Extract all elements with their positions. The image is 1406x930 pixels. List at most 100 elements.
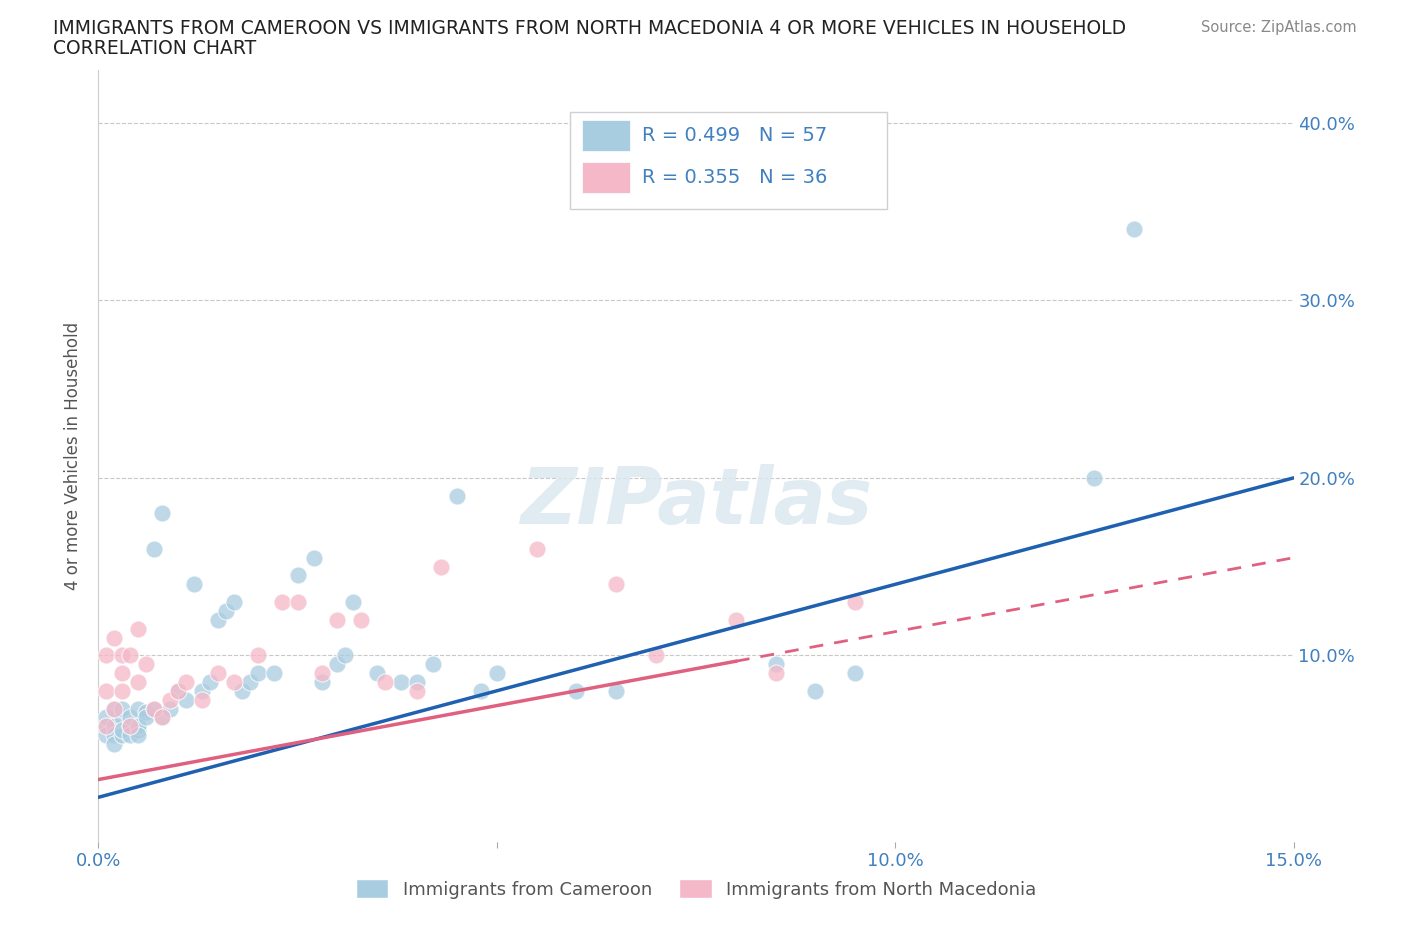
Point bbox=[111, 648, 134, 663]
Point bbox=[103, 737, 125, 751]
Point bbox=[231, 684, 253, 698]
Point bbox=[111, 666, 134, 681]
Legend: Immigrants from Cameroon, Immigrants from North Macedonia: Immigrants from Cameroon, Immigrants fro… bbox=[349, 872, 1043, 906]
Point bbox=[103, 719, 125, 734]
Point bbox=[127, 674, 149, 689]
Point bbox=[150, 506, 173, 521]
Point bbox=[103, 631, 125, 645]
Point bbox=[765, 657, 787, 671]
Point bbox=[127, 701, 149, 716]
FancyBboxPatch shape bbox=[571, 113, 887, 208]
Point bbox=[724, 612, 747, 627]
Point bbox=[645, 648, 668, 663]
FancyBboxPatch shape bbox=[582, 163, 630, 193]
Point bbox=[198, 674, 221, 689]
Point bbox=[311, 666, 333, 681]
Point bbox=[191, 692, 214, 707]
Point bbox=[239, 674, 262, 689]
Point bbox=[150, 710, 173, 724]
Point bbox=[135, 657, 157, 671]
Point bbox=[103, 701, 125, 716]
Point bbox=[302, 551, 325, 565]
Point bbox=[96, 710, 118, 724]
Point bbox=[430, 559, 453, 574]
Point bbox=[174, 692, 197, 707]
Point bbox=[246, 648, 269, 663]
Point bbox=[191, 684, 214, 698]
Point bbox=[1083, 471, 1105, 485]
Point bbox=[167, 684, 190, 698]
Point bbox=[215, 604, 238, 618]
Point bbox=[120, 728, 142, 743]
Point bbox=[246, 666, 269, 681]
Text: Source: ZipAtlas.com: Source: ZipAtlas.com bbox=[1201, 20, 1357, 35]
Point bbox=[470, 684, 492, 698]
Point bbox=[287, 594, 309, 609]
Point bbox=[96, 728, 118, 743]
Point bbox=[389, 674, 412, 689]
Point bbox=[1123, 222, 1146, 237]
Point bbox=[120, 648, 142, 663]
Point bbox=[143, 701, 166, 716]
Point bbox=[127, 621, 149, 636]
FancyBboxPatch shape bbox=[582, 120, 630, 151]
Point bbox=[120, 719, 142, 734]
Point bbox=[374, 674, 396, 689]
Point bbox=[605, 684, 627, 698]
Point bbox=[135, 705, 157, 720]
Point bbox=[222, 594, 245, 609]
Point bbox=[96, 648, 118, 663]
Point bbox=[96, 719, 118, 734]
Point bbox=[446, 488, 468, 503]
Point bbox=[143, 541, 166, 556]
Point bbox=[111, 728, 134, 743]
Point bbox=[96, 684, 118, 698]
Point bbox=[565, 684, 588, 698]
Point bbox=[350, 612, 373, 627]
Point bbox=[406, 674, 429, 689]
Point bbox=[326, 657, 349, 671]
Point bbox=[804, 684, 827, 698]
Point bbox=[183, 577, 205, 591]
Point bbox=[135, 710, 157, 724]
Point bbox=[287, 568, 309, 583]
Y-axis label: 4 or more Vehicles in Household: 4 or more Vehicles in Household bbox=[65, 322, 83, 590]
Point bbox=[844, 594, 866, 609]
Point bbox=[366, 666, 388, 681]
Point bbox=[111, 701, 134, 716]
Point bbox=[103, 701, 125, 716]
Point bbox=[120, 710, 142, 724]
Point bbox=[111, 684, 134, 698]
Text: R = 0.499   N = 57: R = 0.499 N = 57 bbox=[643, 126, 828, 145]
Point bbox=[127, 723, 149, 737]
Point bbox=[207, 612, 229, 627]
Point bbox=[111, 723, 134, 737]
Point bbox=[335, 648, 357, 663]
Point bbox=[159, 701, 181, 716]
Point bbox=[120, 719, 142, 734]
Point bbox=[342, 594, 364, 609]
Point bbox=[159, 692, 181, 707]
Point bbox=[174, 674, 197, 689]
Point bbox=[127, 719, 149, 734]
Point bbox=[422, 657, 444, 671]
Point bbox=[326, 612, 349, 627]
Point bbox=[526, 541, 548, 556]
Point bbox=[270, 594, 292, 609]
Text: ZIPatlas: ZIPatlas bbox=[520, 464, 872, 540]
Point bbox=[103, 728, 125, 743]
Text: CORRELATION CHART: CORRELATION CHART bbox=[53, 39, 257, 58]
Text: IMMIGRANTS FROM CAMEROON VS IMMIGRANTS FROM NORTH MACEDONIA 4 OR MORE VEHICLES I: IMMIGRANTS FROM CAMEROON VS IMMIGRANTS F… bbox=[53, 19, 1126, 37]
Point bbox=[406, 684, 429, 698]
Point bbox=[167, 684, 190, 698]
Point bbox=[605, 577, 627, 591]
Point bbox=[222, 674, 245, 689]
Point bbox=[111, 710, 134, 724]
Point bbox=[485, 666, 508, 681]
Point bbox=[263, 666, 285, 681]
Point bbox=[844, 666, 866, 681]
Point bbox=[143, 701, 166, 716]
Point bbox=[207, 666, 229, 681]
Point bbox=[765, 666, 787, 681]
Point bbox=[311, 674, 333, 689]
